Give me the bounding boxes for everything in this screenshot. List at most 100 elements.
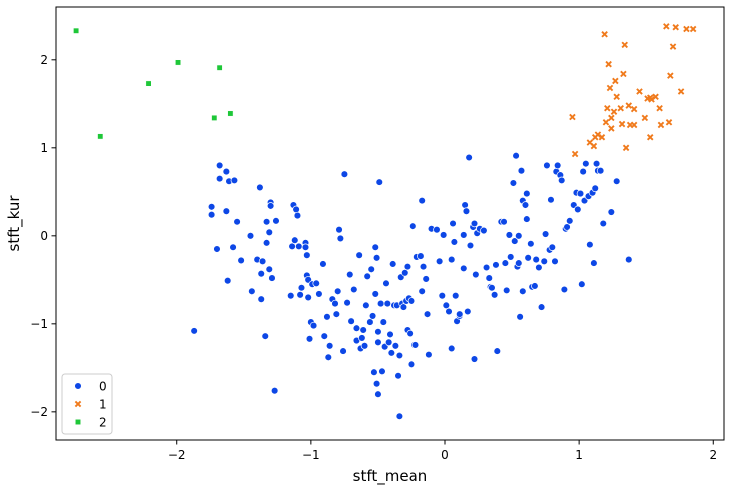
data-point: [447, 255, 456, 264]
data-point: [406, 329, 414, 338]
legend-label: 1: [99, 397, 107, 411]
data-point: [502, 286, 511, 295]
data-point: [292, 205, 300, 214]
data-point: [537, 303, 546, 311]
data-point: [608, 114, 615, 122]
data-point: [641, 114, 649, 122]
data-point: [323, 313, 331, 321]
data-point: [407, 360, 416, 369]
data-point: [435, 257, 444, 266]
y-axis-ticks: −2 −1 0 1 2: [30, 53, 56, 419]
data-point: [350, 285, 358, 294]
data-point: [320, 332, 329, 340]
data-point: [601, 31, 608, 38]
data-point: [215, 161, 224, 170]
data-point: [617, 104, 624, 112]
data-point: [230, 176, 239, 185]
data-point: [579, 167, 587, 176]
data-point: [368, 312, 377, 320]
data-point: [591, 184, 599, 193]
data-point: [621, 41, 629, 49]
data-point: [265, 228, 274, 237]
data-point: [383, 299, 392, 308]
data-point: [524, 254, 532, 262]
data-point: [374, 328, 382, 336]
data-point: [376, 299, 385, 308]
data-point: [362, 301, 370, 310]
data-point: [401, 269, 409, 277]
data-point: [590, 259, 598, 267]
data-point: [190, 327, 198, 335]
data-point: [333, 287, 342, 296]
data-point: [258, 257, 267, 266]
data-point: [297, 283, 306, 292]
data-point: [301, 243, 310, 252]
data-point: [419, 262, 428, 271]
data-point: [296, 291, 304, 299]
data-point: [331, 299, 339, 308]
data-point: [657, 121, 665, 129]
data-point: [305, 335, 314, 343]
data-point: [374, 390, 382, 398]
data-point: [461, 201, 469, 209]
data-point: [352, 324, 361, 332]
data-point: [335, 225, 343, 234]
data-point: [248, 287, 256, 296]
data-point: [470, 219, 479, 228]
data-point: [596, 166, 605, 175]
data-point: [618, 120, 626, 128]
data-point: [371, 290, 379, 298]
data-point: [372, 254, 381, 262]
data-point: [606, 84, 614, 92]
data-point: [207, 210, 216, 219]
y-axis-label: stft_kur: [5, 195, 24, 252]
data-point: [531, 282, 539, 290]
legend-frame: [61, 373, 113, 435]
data-point: [672, 23, 679, 31]
data-point: [303, 251, 311, 259]
data-point: [97, 133, 104, 140]
data-point: [605, 60, 612, 68]
data-point: [535, 263, 543, 272]
data-point: [268, 274, 276, 282]
data-point: [375, 178, 384, 186]
data-point: [488, 283, 496, 292]
data-point: [378, 367, 386, 376]
data-point: [509, 179, 518, 187]
data-point: [409, 222, 417, 230]
data-point: [291, 236, 299, 244]
data-point: [460, 231, 468, 239]
legend-marker: [75, 419, 81, 425]
data-point: [379, 318, 388, 326]
data-point: [515, 259, 523, 267]
data-point: [73, 27, 80, 34]
x-axis-label: stft_mean: [353, 467, 428, 486]
data-point: [382, 279, 390, 288]
data-point: [540, 257, 549, 266]
y-tick-label: 1: [40, 141, 48, 155]
data-point: [295, 242, 303, 251]
data-point: [391, 342, 400, 350]
data-point: [384, 338, 393, 347]
data-point: [656, 104, 663, 112]
data-point: [490, 291, 499, 299]
data-point: [569, 113, 576, 121]
data-point: [689, 25, 697, 33]
data-point: [620, 70, 627, 78]
data-point: [332, 310, 341, 318]
data-point: [324, 353, 333, 362]
data-point: [387, 349, 396, 357]
data-point: [500, 217, 508, 226]
data-point: [557, 176, 566, 185]
data-point: [270, 386, 279, 395]
data-point: [438, 291, 447, 300]
data-point: [346, 270, 354, 279]
data-point: [602, 119, 610, 126]
x-tick-label: 2: [709, 448, 717, 462]
data-point: [319, 260, 327, 268]
data-point: [517, 166, 526, 175]
data-point: [246, 232, 255, 240]
data-point: [366, 318, 374, 326]
data-point: [370, 368, 378, 376]
x-tick-label: 1: [575, 448, 583, 462]
